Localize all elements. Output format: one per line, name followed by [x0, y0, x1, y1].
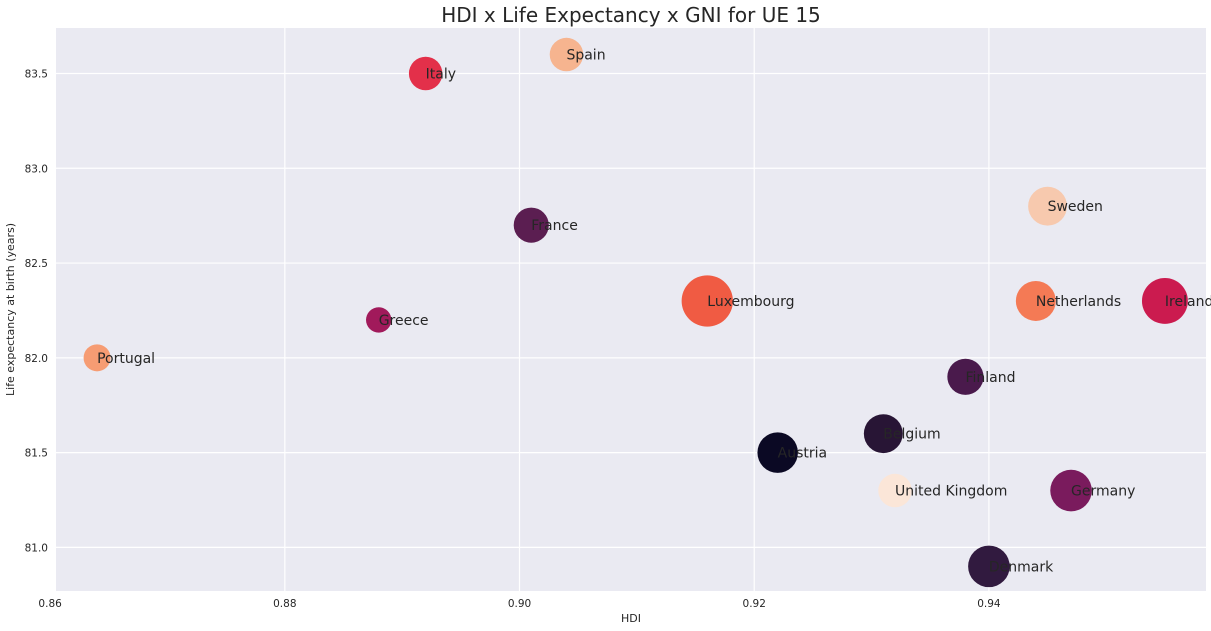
y-tick-label: 82.5	[25, 258, 48, 270]
data-point	[1028, 186, 1068, 226]
data-point	[549, 37, 584, 72]
point-label: Ireland	[1165, 294, 1211, 310]
x-tick-label: 0.90	[508, 598, 531, 610]
x-tick-label: 0.92	[743, 598, 766, 610]
data-point	[947, 358, 984, 395]
data-point	[513, 207, 549, 243]
y-tick-label: 81.5	[25, 448, 48, 460]
data-point	[1141, 278, 1188, 324]
y-axis-label: Life expectancy at birth (years)	[4, 223, 17, 396]
point-label: Netherlands	[1036, 294, 1121, 310]
plot-area	[56, 28, 1206, 591]
point-label: Denmark	[989, 559, 1054, 575]
grid-lines	[49, 28, 1206, 591]
point-label: Austria	[778, 446, 827, 462]
y-tick-labels: 81.0 81.5 82.0 82.5 83.0 83.5	[25, 68, 48, 554]
y-tick-label: 83.5	[25, 68, 48, 80]
x-axis-label: HDI	[621, 612, 641, 625]
data-point	[408, 56, 443, 91]
data-point	[1050, 469, 1092, 512]
point-label: Portugal	[97, 351, 155, 367]
y-tick-label: 81.0	[25, 542, 48, 554]
point-label: Italy	[426, 66, 456, 82]
point-label: Germany	[1071, 484, 1135, 500]
point-labels: Spain Italy Sweden France Luxembourg Netherla…	[97, 48, 1211, 576]
data-point	[878, 473, 912, 508]
point-label: France	[531, 218, 578, 234]
data-point	[757, 432, 798, 473]
chart-title: HDI x Life Expectancy x GNI for UE 15	[441, 3, 821, 27]
point-label: Spain	[566, 48, 605, 64]
point-label: Belgium	[883, 427, 940, 443]
data-point	[83, 344, 111, 372]
data-point	[968, 545, 1010, 588]
point-label: Sweden	[1048, 199, 1103, 215]
point-label: Greece	[379, 313, 429, 329]
y-tick-label: 83.0	[25, 163, 48, 175]
point-label: Finland	[965, 370, 1015, 386]
data-point	[681, 275, 733, 327]
point-label: United Kingdom	[895, 484, 1007, 500]
data-point	[366, 307, 392, 333]
data-point	[1015, 280, 1056, 321]
data-points	[83, 37, 1188, 588]
data-point	[863, 414, 903, 454]
x-tick-labels: 0.86 0.88 0.90 0.92 0.94	[38, 598, 1000, 610]
point-label: Luxembourg	[707, 294, 794, 310]
y-tick-label: 82.0	[25, 353, 48, 365]
x-tick-label: 0.86	[38, 598, 62, 610]
x-tick-label: 0.94	[977, 598, 1001, 610]
x-tick-label: 0.88	[273, 598, 296, 610]
